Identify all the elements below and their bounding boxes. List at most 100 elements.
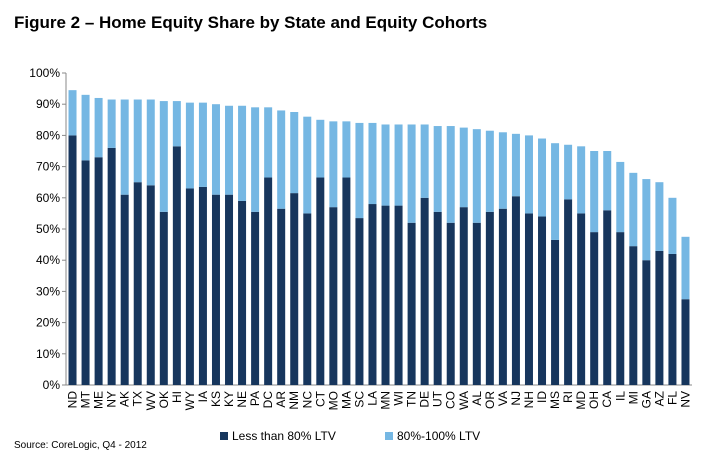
x-tick-label: CO <box>444 391 458 409</box>
x-tick-label: AZ <box>652 391 666 406</box>
bar-segment <box>394 205 403 385</box>
bar-segment <box>251 211 260 385</box>
y-tick-label: 80% <box>36 128 60 142</box>
bar-segment <box>185 188 194 385</box>
x-tick-label: MI <box>626 391 640 404</box>
legend-label: 80%-100% LTV <box>397 429 480 443</box>
bar-segment <box>198 186 207 385</box>
legend-swatch <box>220 432 228 440</box>
x-tick-label: RI <box>561 391 575 403</box>
bar-segment <box>551 239 560 385</box>
x-tick-label: WV <box>144 391 158 410</box>
y-tick-label: 50% <box>36 222 60 236</box>
x-tick-label: ND <box>66 391 80 409</box>
bar-segment <box>329 121 338 208</box>
bar-segment <box>81 160 90 385</box>
bar-segment <box>538 138 547 217</box>
bar-segment <box>420 197 429 385</box>
source-note: Source: CoreLogic, Q4 - 2012 <box>14 440 147 451</box>
bar-segment <box>446 126 455 223</box>
bar-segment <box>290 193 299 385</box>
x-tick-label: DE <box>418 391 432 408</box>
bar-segment <box>381 205 390 385</box>
x-tick-label: WA <box>457 391 471 410</box>
x-tick-label: KS <box>209 391 223 407</box>
bar-segment <box>238 200 247 385</box>
x-tick-label: MA <box>339 391 353 409</box>
x-tick-label: SC <box>352 391 366 408</box>
legend-swatch <box>385 432 393 440</box>
bar-segment <box>498 208 507 385</box>
x-tick-label: WY <box>183 391 197 410</box>
bar-segment <box>668 197 677 254</box>
x-tick-label: NY <box>105 391 119 408</box>
bar-segment <box>146 185 155 385</box>
bar-segment <box>472 222 481 385</box>
bar-segment <box>511 133 520 197</box>
bar-segment <box>590 151 599 233</box>
bar-segment <box>211 194 220 385</box>
x-tick-label: WI <box>392 391 406 406</box>
bar-segment <box>459 207 468 385</box>
x-tick-label: AL <box>470 391 484 406</box>
bar-segment <box>577 213 586 385</box>
x-tick-label: UT <box>431 390 445 407</box>
bar-segment <box>264 177 273 385</box>
bar-segment <box>564 199 573 385</box>
bar-segment <box>368 204 377 385</box>
x-tick-label: OK <box>157 391 171 408</box>
y-tick-label: 10% <box>36 347 60 361</box>
bar-segment <box>303 213 312 385</box>
bar-segment <box>107 147 116 385</box>
x-tick-label: DC <box>261 391 275 409</box>
x-tick-label: NH <box>522 391 536 408</box>
bar-segment <box>538 216 547 385</box>
bar-segment <box>146 99 155 186</box>
bar-segment <box>511 196 520 385</box>
bar-segment <box>225 194 234 385</box>
bar-segment <box>198 102 207 187</box>
y-tick-label: 70% <box>36 160 60 174</box>
x-tick-label: NJ <box>509 391 523 406</box>
bar-segment <box>603 151 612 211</box>
bar-segment <box>394 124 403 206</box>
x-tick-label: NV <box>678 391 692 408</box>
x-tick-label: NM <box>287 391 301 410</box>
x-tick-label: TN <box>405 391 419 407</box>
bar-segment <box>94 157 103 385</box>
bar-segment <box>68 135 77 385</box>
bar-segment <box>355 218 364 385</box>
bar-segment <box>277 110 286 209</box>
x-tick-label: CA <box>600 391 614 408</box>
x-tick-label: AR <box>274 391 288 408</box>
x-tick-label: IL <box>613 391 627 401</box>
bar-segment <box>290 112 299 194</box>
x-tick-label: AK <box>118 391 132 407</box>
y-tick-label: 60% <box>36 191 60 205</box>
x-tick-label: KY <box>222 391 236 407</box>
y-tick-label: 90% <box>36 97 60 111</box>
legend-label: Less than 80% LTV <box>232 429 336 443</box>
bar-segment <box>120 99 129 195</box>
x-tick-label: OH <box>587 391 601 409</box>
x-tick-label: TX <box>131 391 145 406</box>
bar-segment <box>459 127 468 208</box>
x-tick-label: GA <box>639 391 653 408</box>
bar-segment <box>655 182 664 251</box>
x-tick-label: ID <box>535 391 549 403</box>
bar-segment <box>238 105 247 201</box>
bar-segment <box>120 194 129 385</box>
bar-segment <box>251 107 260 212</box>
bar-segment <box>485 130 494 212</box>
bar-segment <box>433 211 442 385</box>
x-tick-label: FL <box>665 391 679 405</box>
bar-segment <box>681 236 690 300</box>
y-tick-label: 0% <box>43 378 61 392</box>
y-tick-label: 100% <box>29 66 60 80</box>
bar-segment <box>668 253 677 385</box>
bar-segment <box>159 211 168 385</box>
x-tick-label: OR <box>483 391 497 409</box>
bar-segment <box>603 210 612 385</box>
bar-segment <box>524 213 533 385</box>
